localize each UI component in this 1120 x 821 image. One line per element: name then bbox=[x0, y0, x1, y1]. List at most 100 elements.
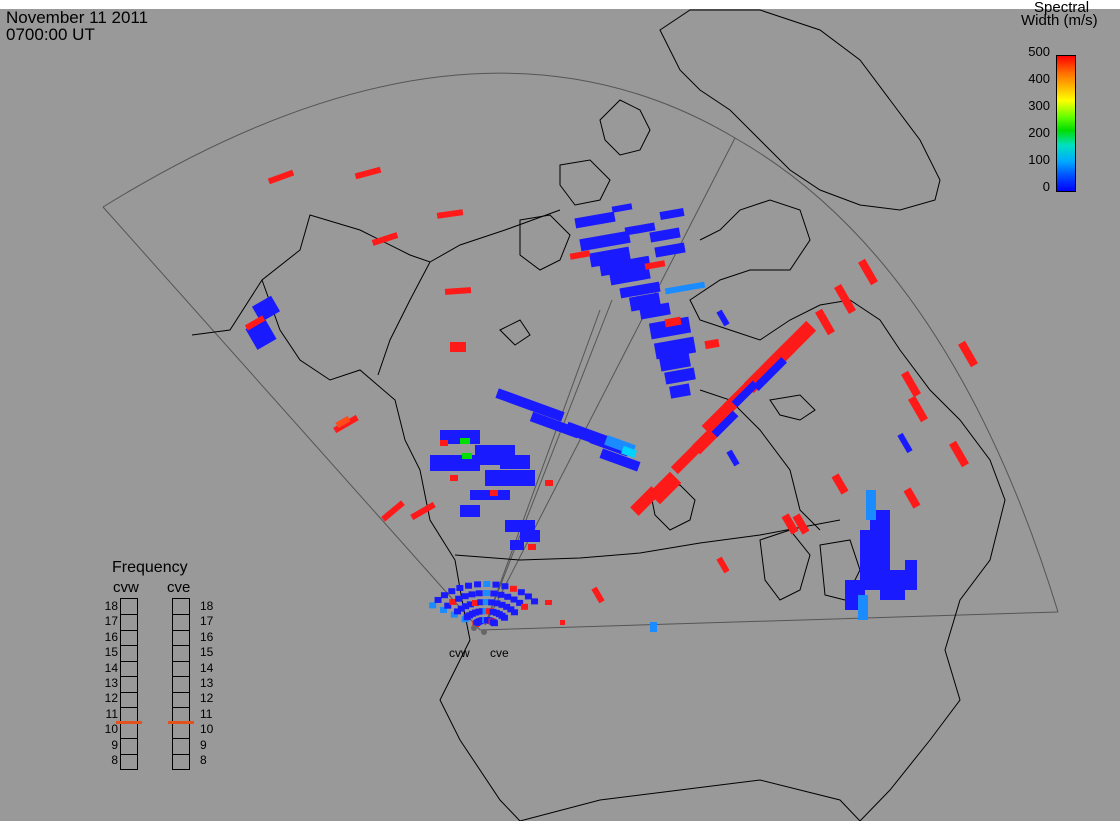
echo-cell bbox=[510, 609, 518, 616]
frequency-gridline bbox=[173, 676, 189, 678]
echo-cell bbox=[410, 501, 436, 521]
echo-cell bbox=[482, 599, 490, 606]
echo-cell bbox=[831, 473, 849, 495]
time-title: 0700:00 UT bbox=[6, 25, 95, 44]
echo-cell bbox=[335, 415, 351, 429]
echo-cell bbox=[901, 370, 921, 398]
echo-cell bbox=[440, 606, 448, 613]
echo-cell bbox=[462, 603, 470, 610]
echo-cell bbox=[815, 308, 835, 336]
colorbar-title-line1: Spectral bbox=[1034, 0, 1090, 16]
echo-cell bbox=[478, 608, 486, 615]
date-title: November 11 2011 bbox=[6, 8, 149, 27]
echo-cell bbox=[501, 583, 509, 590]
echo-cell bbox=[485, 470, 535, 486]
echo-cell bbox=[716, 309, 730, 327]
border-alaska bbox=[377, 261, 431, 376]
frequency-gridline bbox=[173, 629, 189, 631]
echo-cell bbox=[251, 295, 281, 323]
frequency-scale-label-right: 8 bbox=[200, 753, 207, 768]
frequency-gridline bbox=[173, 660, 189, 662]
echo-cell bbox=[500, 455, 530, 469]
frequency-gridline bbox=[121, 691, 137, 693]
frequency-scale-label-right: 10 bbox=[200, 722, 214, 737]
fov-beam-edge-3 bbox=[484, 309, 601, 626]
frequency-scale-label-right: 9 bbox=[200, 737, 207, 752]
echo-cell bbox=[461, 593, 469, 600]
echo-cell bbox=[381, 500, 405, 522]
echo-cell bbox=[664, 316, 682, 328]
echo-cell bbox=[531, 598, 539, 605]
echo-cell bbox=[569, 250, 591, 260]
echo-cell bbox=[449, 598, 457, 605]
echo-cell bbox=[436, 209, 464, 219]
echo-cell bbox=[468, 591, 476, 598]
echo-cell bbox=[354, 166, 382, 180]
fov-left-edge bbox=[102, 206, 481, 631]
echo-cell bbox=[500, 614, 508, 621]
frequency-scale-label-left: 17 bbox=[104, 614, 118, 629]
frequency-scale-label-right: 17 bbox=[200, 614, 214, 629]
echo-cell bbox=[267, 169, 295, 185]
frequency-gridline bbox=[121, 738, 137, 740]
echo-cell bbox=[465, 582, 473, 589]
echo-cell bbox=[520, 530, 540, 542]
frequency-column-cve bbox=[172, 598, 190, 770]
echo-cell bbox=[490, 620, 498, 627]
echo-cell bbox=[524, 593, 532, 600]
echo-cell bbox=[897, 432, 913, 454]
frequency-scale-label-left: 8 bbox=[111, 753, 118, 768]
echo-cell bbox=[659, 352, 691, 372]
frequency-gridline bbox=[121, 629, 137, 631]
echo-cell bbox=[495, 388, 565, 422]
echo-cell bbox=[471, 600, 479, 607]
echo-cell bbox=[903, 487, 921, 509]
colorbar-tick-0: 0 bbox=[1042, 179, 1050, 194]
echo-cell bbox=[650, 622, 657, 632]
frequency-scale-label-right: 12 bbox=[200, 691, 214, 706]
echo-cell bbox=[482, 608, 490, 615]
frequency-scale-label-left: 15 bbox=[104, 645, 118, 660]
echo-cell bbox=[440, 592, 448, 599]
frequency-marker-cvw bbox=[116, 720, 142, 724]
echo-cell bbox=[457, 605, 465, 612]
top-strip bbox=[0, 0, 1120, 9]
echo-cell bbox=[866, 490, 876, 520]
echo-cell bbox=[444, 287, 472, 295]
echo-cell bbox=[905, 560, 917, 590]
frequency-gridline bbox=[121, 645, 137, 647]
echo-cell bbox=[510, 596, 518, 603]
echo-cell bbox=[483, 581, 491, 588]
echo-cell bbox=[440, 440, 448, 446]
echo-cell bbox=[669, 383, 691, 399]
echo-cell bbox=[611, 203, 633, 213]
frequency-gridline bbox=[121, 614, 137, 616]
echo-cell bbox=[497, 591, 505, 598]
echo-cell bbox=[517, 589, 525, 596]
frequency-gridline bbox=[121, 753, 137, 755]
echo-cell bbox=[670, 445, 700, 475]
echo-cell bbox=[711, 410, 739, 438]
frequency-scale-label-right: 18 bbox=[200, 598, 214, 613]
echo-cell bbox=[858, 258, 878, 286]
echo-cell bbox=[649, 227, 681, 243]
echo-cell bbox=[624, 222, 656, 236]
echo-cell bbox=[880, 570, 905, 600]
frequency-gridline bbox=[121, 676, 137, 678]
frequency-scale-label-left: 14 bbox=[104, 660, 118, 675]
echo-cell bbox=[448, 588, 456, 595]
echo-cell bbox=[493, 600, 501, 607]
radar-site-cvw bbox=[471, 625, 477, 631]
fov-beam-edge-1 bbox=[484, 137, 736, 626]
echo-cell bbox=[834, 284, 856, 314]
echo-cell bbox=[908, 395, 928, 423]
frequency-scale-label-right: 15 bbox=[200, 645, 214, 660]
frequency-scale-label-left: 12 bbox=[104, 691, 118, 706]
echo-cell bbox=[599, 255, 651, 277]
echo-cell bbox=[545, 600, 552, 605]
frequency-gridline bbox=[173, 614, 189, 616]
echo-cell bbox=[462, 453, 472, 459]
radar-site-cve bbox=[481, 629, 487, 635]
frequency-scale-label-right: 16 bbox=[200, 629, 214, 644]
